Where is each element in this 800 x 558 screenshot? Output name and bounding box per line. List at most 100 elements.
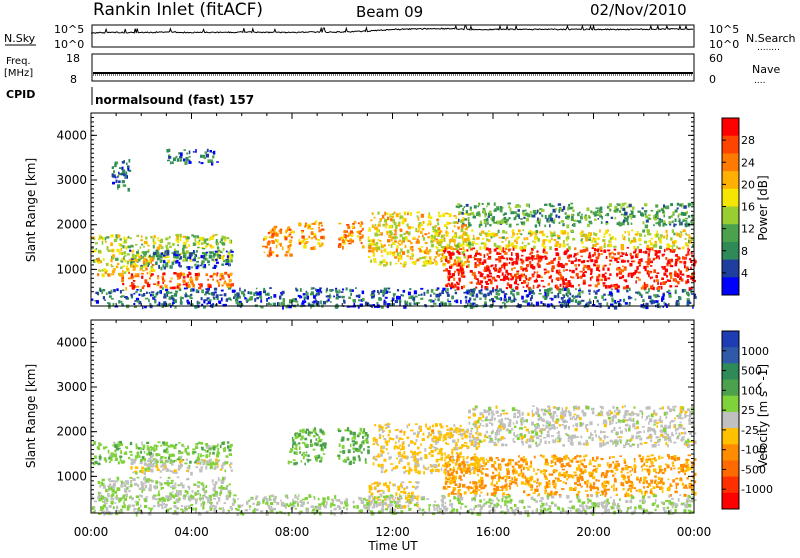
- nsearch-tick-top: 10^5: [709, 23, 739, 36]
- power-cell: [299, 242, 302, 245]
- power-cell: [617, 252, 620, 255]
- power-cell: [420, 288, 423, 290]
- velocity-cell: [418, 471, 421, 475]
- velocity-cell: [407, 425, 409, 429]
- power-cell: [231, 259, 233, 262]
- velocity-cell: [533, 468, 535, 472]
- power-cell: [542, 239, 545, 242]
- power-cell: [116, 266, 119, 269]
- power-cell: [485, 215, 487, 218]
- power-cell: [584, 271, 587, 273]
- velocity-cell: [160, 445, 162, 447]
- power-cell: [209, 255, 212, 258]
- power-cell: [198, 257, 201, 259]
- power-cell: [402, 221, 405, 225]
- power-cell: [682, 289, 685, 293]
- velocity-cell: [213, 447, 216, 451]
- velocity-cell: [630, 489, 632, 493]
- power-cell: [506, 287, 508, 289]
- velocity-cell: [361, 452, 363, 454]
- velocity-cell: [343, 460, 345, 463]
- power-cell: [208, 293, 210, 295]
- power-cell: [187, 295, 189, 297]
- power-cell: [126, 237, 128, 239]
- velocity-cell: [195, 443, 198, 446]
- power-cell: [186, 250, 189, 253]
- velocity-cell: [113, 442, 116, 444]
- power-cell: [138, 259, 141, 262]
- power-cell: [683, 212, 687, 216]
- power-cell: [115, 181, 117, 183]
- velocity-cell: [294, 441, 296, 444]
- power-cell: [516, 242, 518, 244]
- power-cell: [447, 260, 450, 264]
- velocity-cell: [204, 490, 206, 493]
- power-cell: [383, 264, 386, 267]
- power-cell: [686, 211, 688, 214]
- power-cell: [375, 224, 377, 226]
- power-cell: [668, 221, 671, 224]
- power-cell: [208, 159, 212, 163]
- power-cell: [516, 238, 519, 240]
- power-cell: [422, 265, 426, 267]
- velocity-cell: [99, 492, 101, 495]
- velocity-cell: [301, 436, 304, 440]
- power-cell: [527, 257, 529, 259]
- power-cell: [563, 269, 565, 271]
- power-cell: [572, 270, 575, 273]
- power-cell: [601, 253, 603, 255]
- power-cell: [158, 265, 160, 269]
- velocity-cell: [425, 424, 427, 428]
- power-cell: [311, 287, 313, 289]
- power-cell: [672, 229, 674, 233]
- power-cell: [444, 224, 447, 227]
- velocity-cell: [385, 427, 387, 429]
- power-cell: [359, 236, 362, 239]
- power-cell: [113, 289, 116, 292]
- power-cell: [411, 253, 414, 255]
- power-cell: [591, 240, 594, 243]
- power-cell: [379, 221, 382, 223]
- power-cell: [670, 203, 673, 206]
- power-cell: [614, 210, 617, 213]
- power-cell: [487, 222, 489, 225]
- power-cell: [504, 298, 507, 301]
- power-cell: [180, 237, 182, 241]
- power-cell: [136, 251, 139, 253]
- power-cell: [188, 272, 190, 274]
- power-cell: [629, 263, 632, 267]
- velocity-cell: [414, 442, 417, 445]
- velocity-cell: [353, 451, 355, 453]
- velocity-cell: [175, 483, 177, 486]
- power-cell: [135, 244, 137, 246]
- power-cell: [464, 238, 467, 242]
- power-cell: [605, 214, 608, 216]
- velocity-cell: [197, 485, 200, 488]
- power-cell: [631, 217, 633, 220]
- power-cell: [283, 298, 286, 301]
- power-cell: [461, 220, 464, 223]
- power-cell: [639, 249, 642, 253]
- power-cell: [152, 269, 156, 271]
- velocity-cell: [429, 452, 431, 455]
- power-cell: [621, 260, 624, 263]
- power-cell: [413, 237, 415, 239]
- velocity-cell: [229, 464, 231, 467]
- power-cell: [437, 298, 439, 301]
- power-cell: [540, 276, 543, 278]
- velocity-cell: [98, 463, 101, 465]
- power-cell: [624, 203, 626, 205]
- velocity-cell: [160, 459, 163, 461]
- power-cell: [236, 297, 238, 300]
- velocity-cell: [166, 468, 169, 472]
- power-cell: [596, 243, 599, 245]
- power-cell: [95, 242, 98, 244]
- power-cell: [567, 232, 569, 236]
- power-cell: [336, 297, 339, 300]
- power-cell: [455, 289, 457, 291]
- velocity-cell: [205, 466, 207, 470]
- power-cell: [597, 300, 599, 302]
- power-cell: [129, 159, 131, 163]
